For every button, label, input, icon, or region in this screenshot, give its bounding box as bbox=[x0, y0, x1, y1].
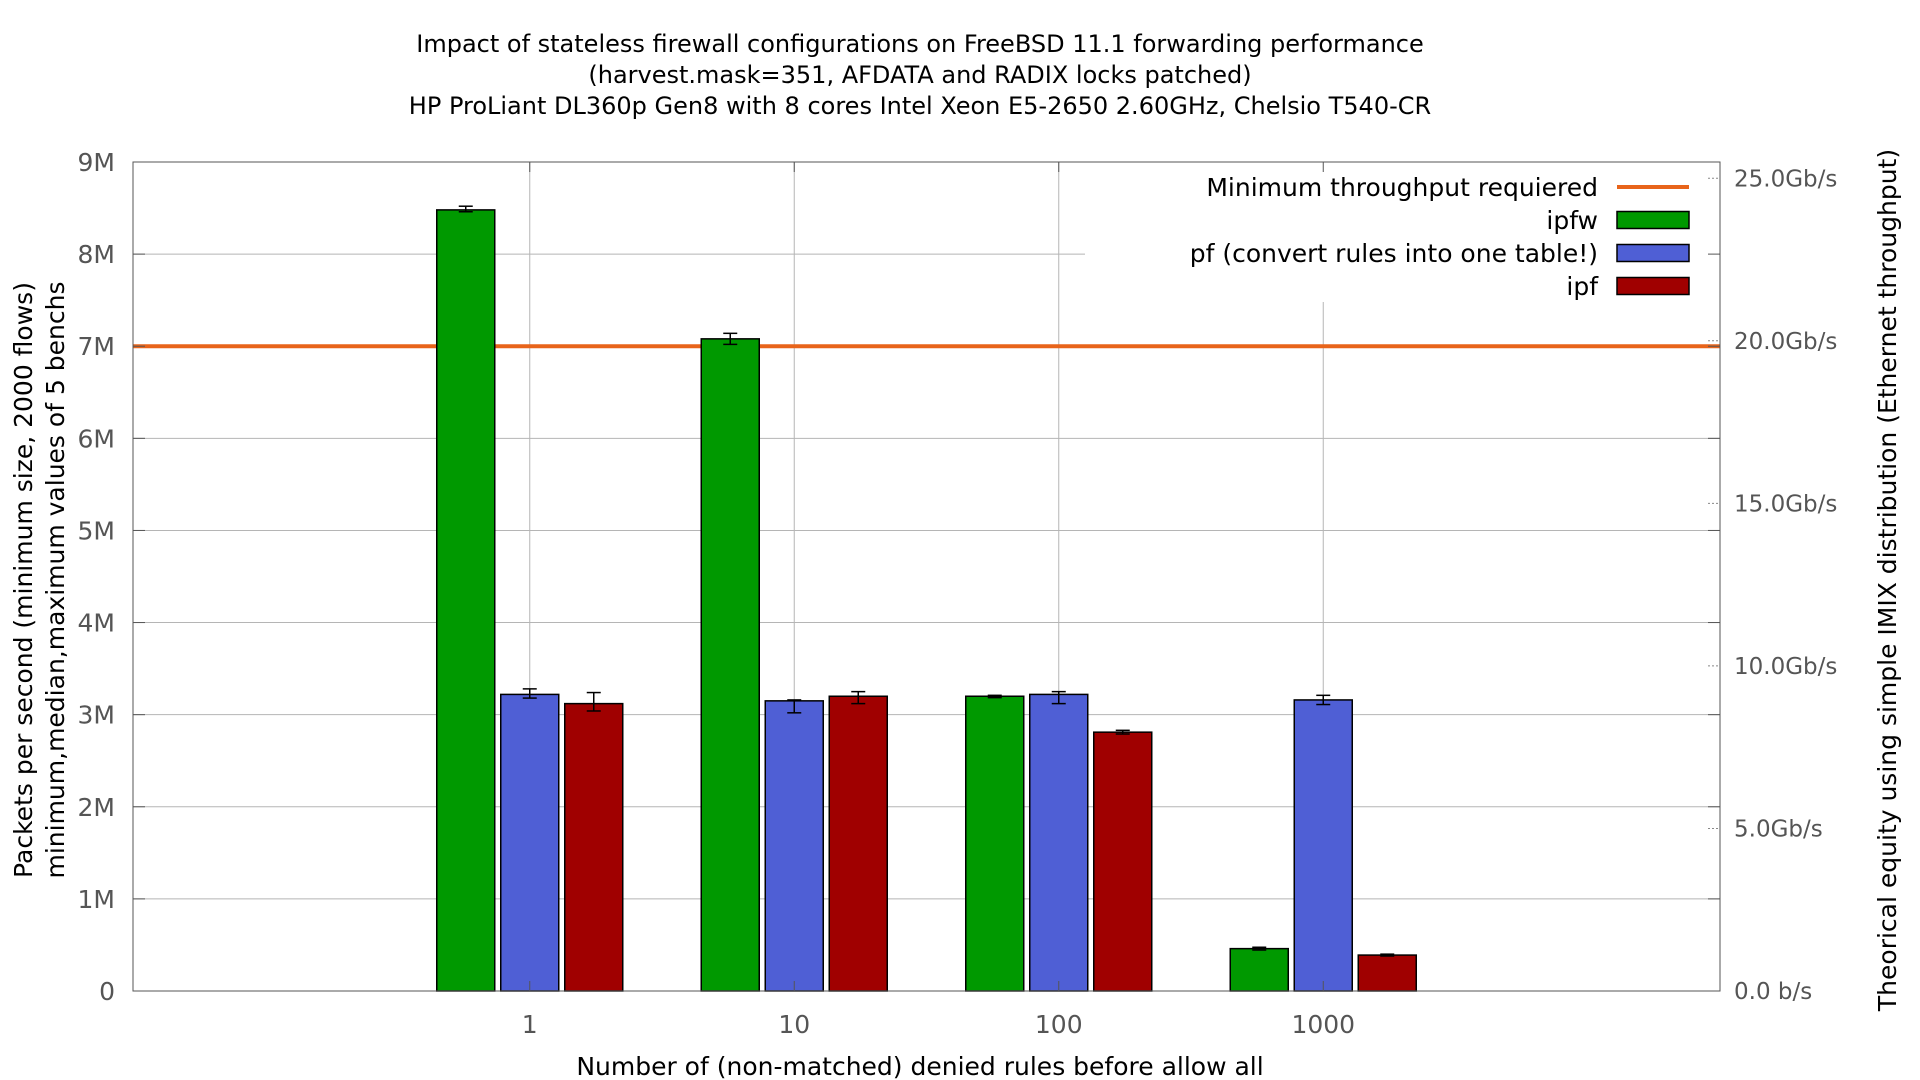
y-tick-label: 6M bbox=[78, 424, 115, 453]
chart-title-line-2: (harvest.mask=351, AFDATA and RADIX lock… bbox=[588, 61, 1251, 89]
y-axis-label-line-2: minimum,median,maximum values of 5 bench… bbox=[41, 281, 70, 878]
x-tick-label: 1000 bbox=[1291, 1010, 1355, 1039]
bars bbox=[436, 205, 1417, 992]
legend-swatch bbox=[1616, 276, 1690, 296]
y-tick-label: 0 bbox=[99, 977, 115, 1006]
y2-tick-label: 15.0Gb/s bbox=[1734, 491, 1837, 517]
y-tick-label: 1M bbox=[78, 885, 115, 914]
legend-label: ipf bbox=[1566, 272, 1599, 301]
y2-tick-label: 0.0 b/s bbox=[1734, 979, 1812, 1005]
y-axis-label-line-1: Packets per second (minimum size, 2000 f… bbox=[9, 282, 38, 878]
y-tick-label: 9M bbox=[78, 148, 115, 177]
legend-label: ipfw bbox=[1546, 206, 1598, 235]
y-tick-label: 2M bbox=[78, 793, 115, 822]
y2-tick-label: 5.0Gb/s bbox=[1734, 816, 1823, 842]
x-tick-label: 10 bbox=[778, 1010, 810, 1039]
y2-axis-label: Theorical equity using simple IMIX distr… bbox=[1873, 149, 1902, 1012]
axes bbox=[132, 161, 1721, 992]
bar-ipfw-10 bbox=[700, 338, 760, 992]
axis-labels: Number of (non-matched) denied rules bef… bbox=[9, 149, 1902, 1080]
legend: Minimum throughput requiered ipfw pf (conv… bbox=[1085, 162, 1719, 302]
y2-tick-label: 25.0Gb/s bbox=[1734, 166, 1837, 192]
bar-pf-100 bbox=[1029, 693, 1089, 992]
y-tick-label: 7M bbox=[78, 332, 115, 361]
bar-ipf-1 bbox=[564, 702, 624, 992]
x-tick-label: 1 bbox=[522, 1010, 538, 1039]
legend-label: Minimum throughput requiered bbox=[1206, 173, 1598, 202]
chart-title: Impact of stateless firewall configurati… bbox=[409, 30, 1431, 120]
x-tick-label: 100 bbox=[1035, 1010, 1083, 1039]
y2-tick-label: 10.0Gb/s bbox=[1734, 654, 1837, 680]
legend-swatch bbox=[1616, 243, 1690, 263]
bar-pf-1 bbox=[500, 693, 560, 992]
chart-title-line-3: HP ProLiant DL360p Gen8 with 8 cores Int… bbox=[409, 92, 1431, 120]
legend-label: pf (convert rules into one table!) bbox=[1190, 239, 1598, 268]
chart-title-line-1: Impact of stateless firewall configurati… bbox=[416, 30, 1423, 58]
y-tick-label: 3M bbox=[78, 701, 115, 730]
y-tick-label: 4M bbox=[78, 609, 115, 638]
bar-ipfw-1 bbox=[436, 209, 496, 992]
bar-pf-1000 bbox=[1293, 699, 1353, 992]
y-tick-label: 5M bbox=[78, 516, 115, 545]
bar-ipf-100 bbox=[1093, 731, 1153, 992]
bar-pf-10 bbox=[764, 700, 824, 992]
bar-ipfw-100 bbox=[965, 695, 1025, 992]
bar-ipf-1000 bbox=[1357, 954, 1417, 992]
x-axis-label: Number of (non-matched) denied rules bef… bbox=[576, 1052, 1263, 1080]
tick-labels: 0 1M 2M 3M 4M 5M 6M 7M 8M 9M 1 10 100 1000 0.0 b/s 5.0G… bbox=[78, 148, 1838, 1039]
legend-background bbox=[1085, 162, 1719, 302]
legend-swatch bbox=[1616, 210, 1690, 230]
bar-ipf-10 bbox=[828, 695, 888, 992]
plot-frame bbox=[132, 161, 1721, 992]
y-tick-label: 8M bbox=[78, 240, 115, 269]
bar-ipfw-1000 bbox=[1229, 947, 1289, 992]
y2-tick-label: 20.0Gb/s bbox=[1734, 329, 1837, 355]
